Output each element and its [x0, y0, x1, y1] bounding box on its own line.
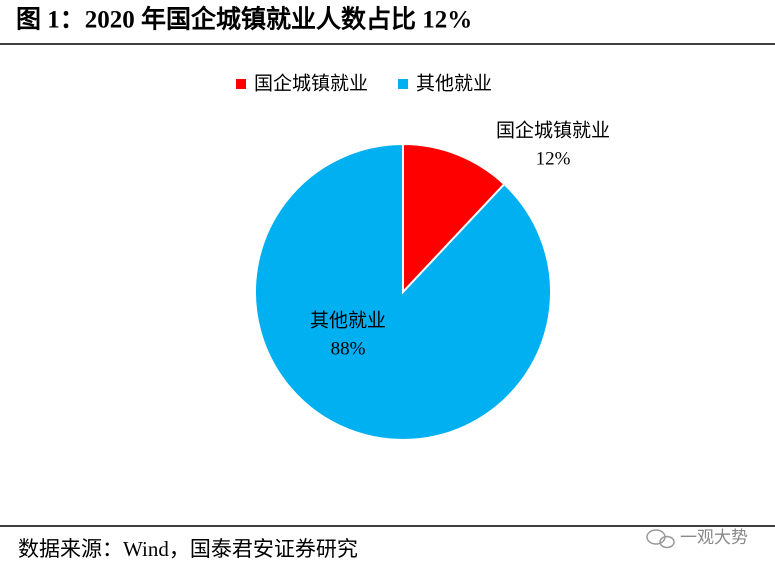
legend-label: 国企城镇就业 [254, 72, 368, 94]
data-label-value: 88% [331, 338, 366, 359]
legend-label: 其他就业 [416, 72, 492, 94]
source: 数据来源：Wind，国泰君安证券研究 [18, 537, 358, 561]
legend-swatch [398, 79, 409, 89]
chart-title: 图 1：2020 年国企城镇就业人数占比 12% [16, 5, 472, 34]
pie-slice [254, 142, 552, 441]
data-label-name: 其他就业 [310, 309, 386, 331]
watermark: 一观大势 [680, 528, 748, 548]
watermark-icon [646, 529, 675, 549]
data-label-value: 12% [536, 148, 571, 169]
pie-slice [402, 142, 506, 295]
data-label-name: 国企城镇就业 [496, 119, 610, 141]
legend-swatch [236, 79, 246, 89]
